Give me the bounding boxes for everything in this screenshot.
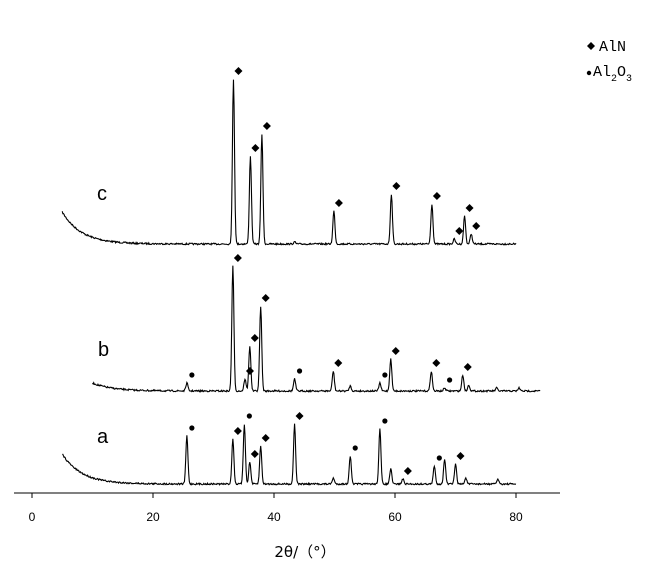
peak-marker-al2o3-b-11	[447, 377, 453, 383]
peak-marker-aln-b-6	[334, 359, 343, 367]
x-axis-title: 2θ/（°）	[274, 543, 335, 561]
xrd-curve-b	[92, 265, 541, 393]
curve-label-c: c	[97, 183, 107, 205]
peak-marker-aln-c-1	[251, 144, 260, 152]
peak-marker-aln-b-2	[245, 367, 254, 375]
xrd-curve-c	[61, 79, 517, 247]
x-tick-label-0: 0	[29, 510, 36, 524]
peak-marker-aln-c-9	[472, 222, 481, 230]
peak-marker-aln-b-1	[233, 254, 242, 262]
peak-marker-al2o3-b-5	[296, 368, 303, 374]
peak-marker-aln-c-5	[392, 182, 401, 190]
legend: AlN Al2O3	[586, 39, 632, 85]
peak-marker-al2o3-b-8	[382, 372, 388, 378]
peak-marker-al2o3-a-11	[436, 455, 442, 461]
peak-marker-aln-a-3	[250, 450, 259, 458]
x-tick-label-40: 40	[267, 510, 281, 524]
peak-marker-al2o3-a-7	[352, 445, 358, 451]
peak-marker-al2o3-a-0	[189, 425, 195, 431]
peak-markers	[189, 67, 481, 475]
peak-marker-aln-a-4	[261, 434, 270, 442]
legend-aln-label: AlN	[599, 39, 626, 56]
peak-marker-aln-a-10	[403, 467, 412, 475]
legend-al2o3-part-o: O	[617, 64, 626, 81]
legend-al2o3-part-al: Al	[593, 64, 611, 81]
curve-label-b: b	[98, 339, 109, 361]
peak-marker-aln-b-12	[463, 363, 472, 371]
curve-labels: c b a	[97, 183, 109, 448]
peak-marker-aln-c-6	[432, 192, 441, 200]
xrd-curve-a	[62, 423, 517, 487]
peak-marker-al2o3-a-2	[246, 413, 252, 419]
x-axis-ticks: 0 20 40 60 80	[29, 493, 523, 524]
peak-marker-aln-a-13	[456, 452, 465, 460]
peak-marker-aln-b-10	[432, 359, 441, 367]
curve-label-a: a	[97, 426, 109, 448]
x-tick-label-80: 80	[509, 510, 523, 524]
peak-marker-aln-a-5	[295, 412, 304, 420]
peak-marker-aln-b-3	[250, 334, 259, 342]
xrd-curves	[61, 79, 541, 487]
peak-marker-aln-c-4	[334, 199, 343, 207]
peak-marker-aln-c-8	[465, 204, 474, 212]
peak-marker-aln-b-9	[391, 347, 400, 355]
peak-marker-aln-a-1	[233, 427, 242, 435]
peak-marker-aln-c-0	[234, 67, 243, 75]
legend-al2o3-marker	[586, 70, 592, 76]
x-tick-label-20: 20	[146, 510, 160, 524]
x-tick-label-60: 60	[388, 510, 402, 524]
peak-marker-aln-c-2	[262, 122, 271, 130]
peak-marker-aln-c-7	[455, 227, 464, 235]
legend-al2o3-sub-2: 2	[611, 74, 617, 85]
legend-aln-marker	[587, 42, 595, 50]
legend-al2o3-sub-3: 3	[626, 74, 632, 85]
peak-marker-al2o3-a-8	[382, 418, 388, 424]
peak-marker-aln-b-4	[261, 294, 270, 302]
peak-marker-al2o3-b-0	[189, 372, 195, 378]
legend-al2o3-label: Al2O3	[593, 64, 632, 85]
